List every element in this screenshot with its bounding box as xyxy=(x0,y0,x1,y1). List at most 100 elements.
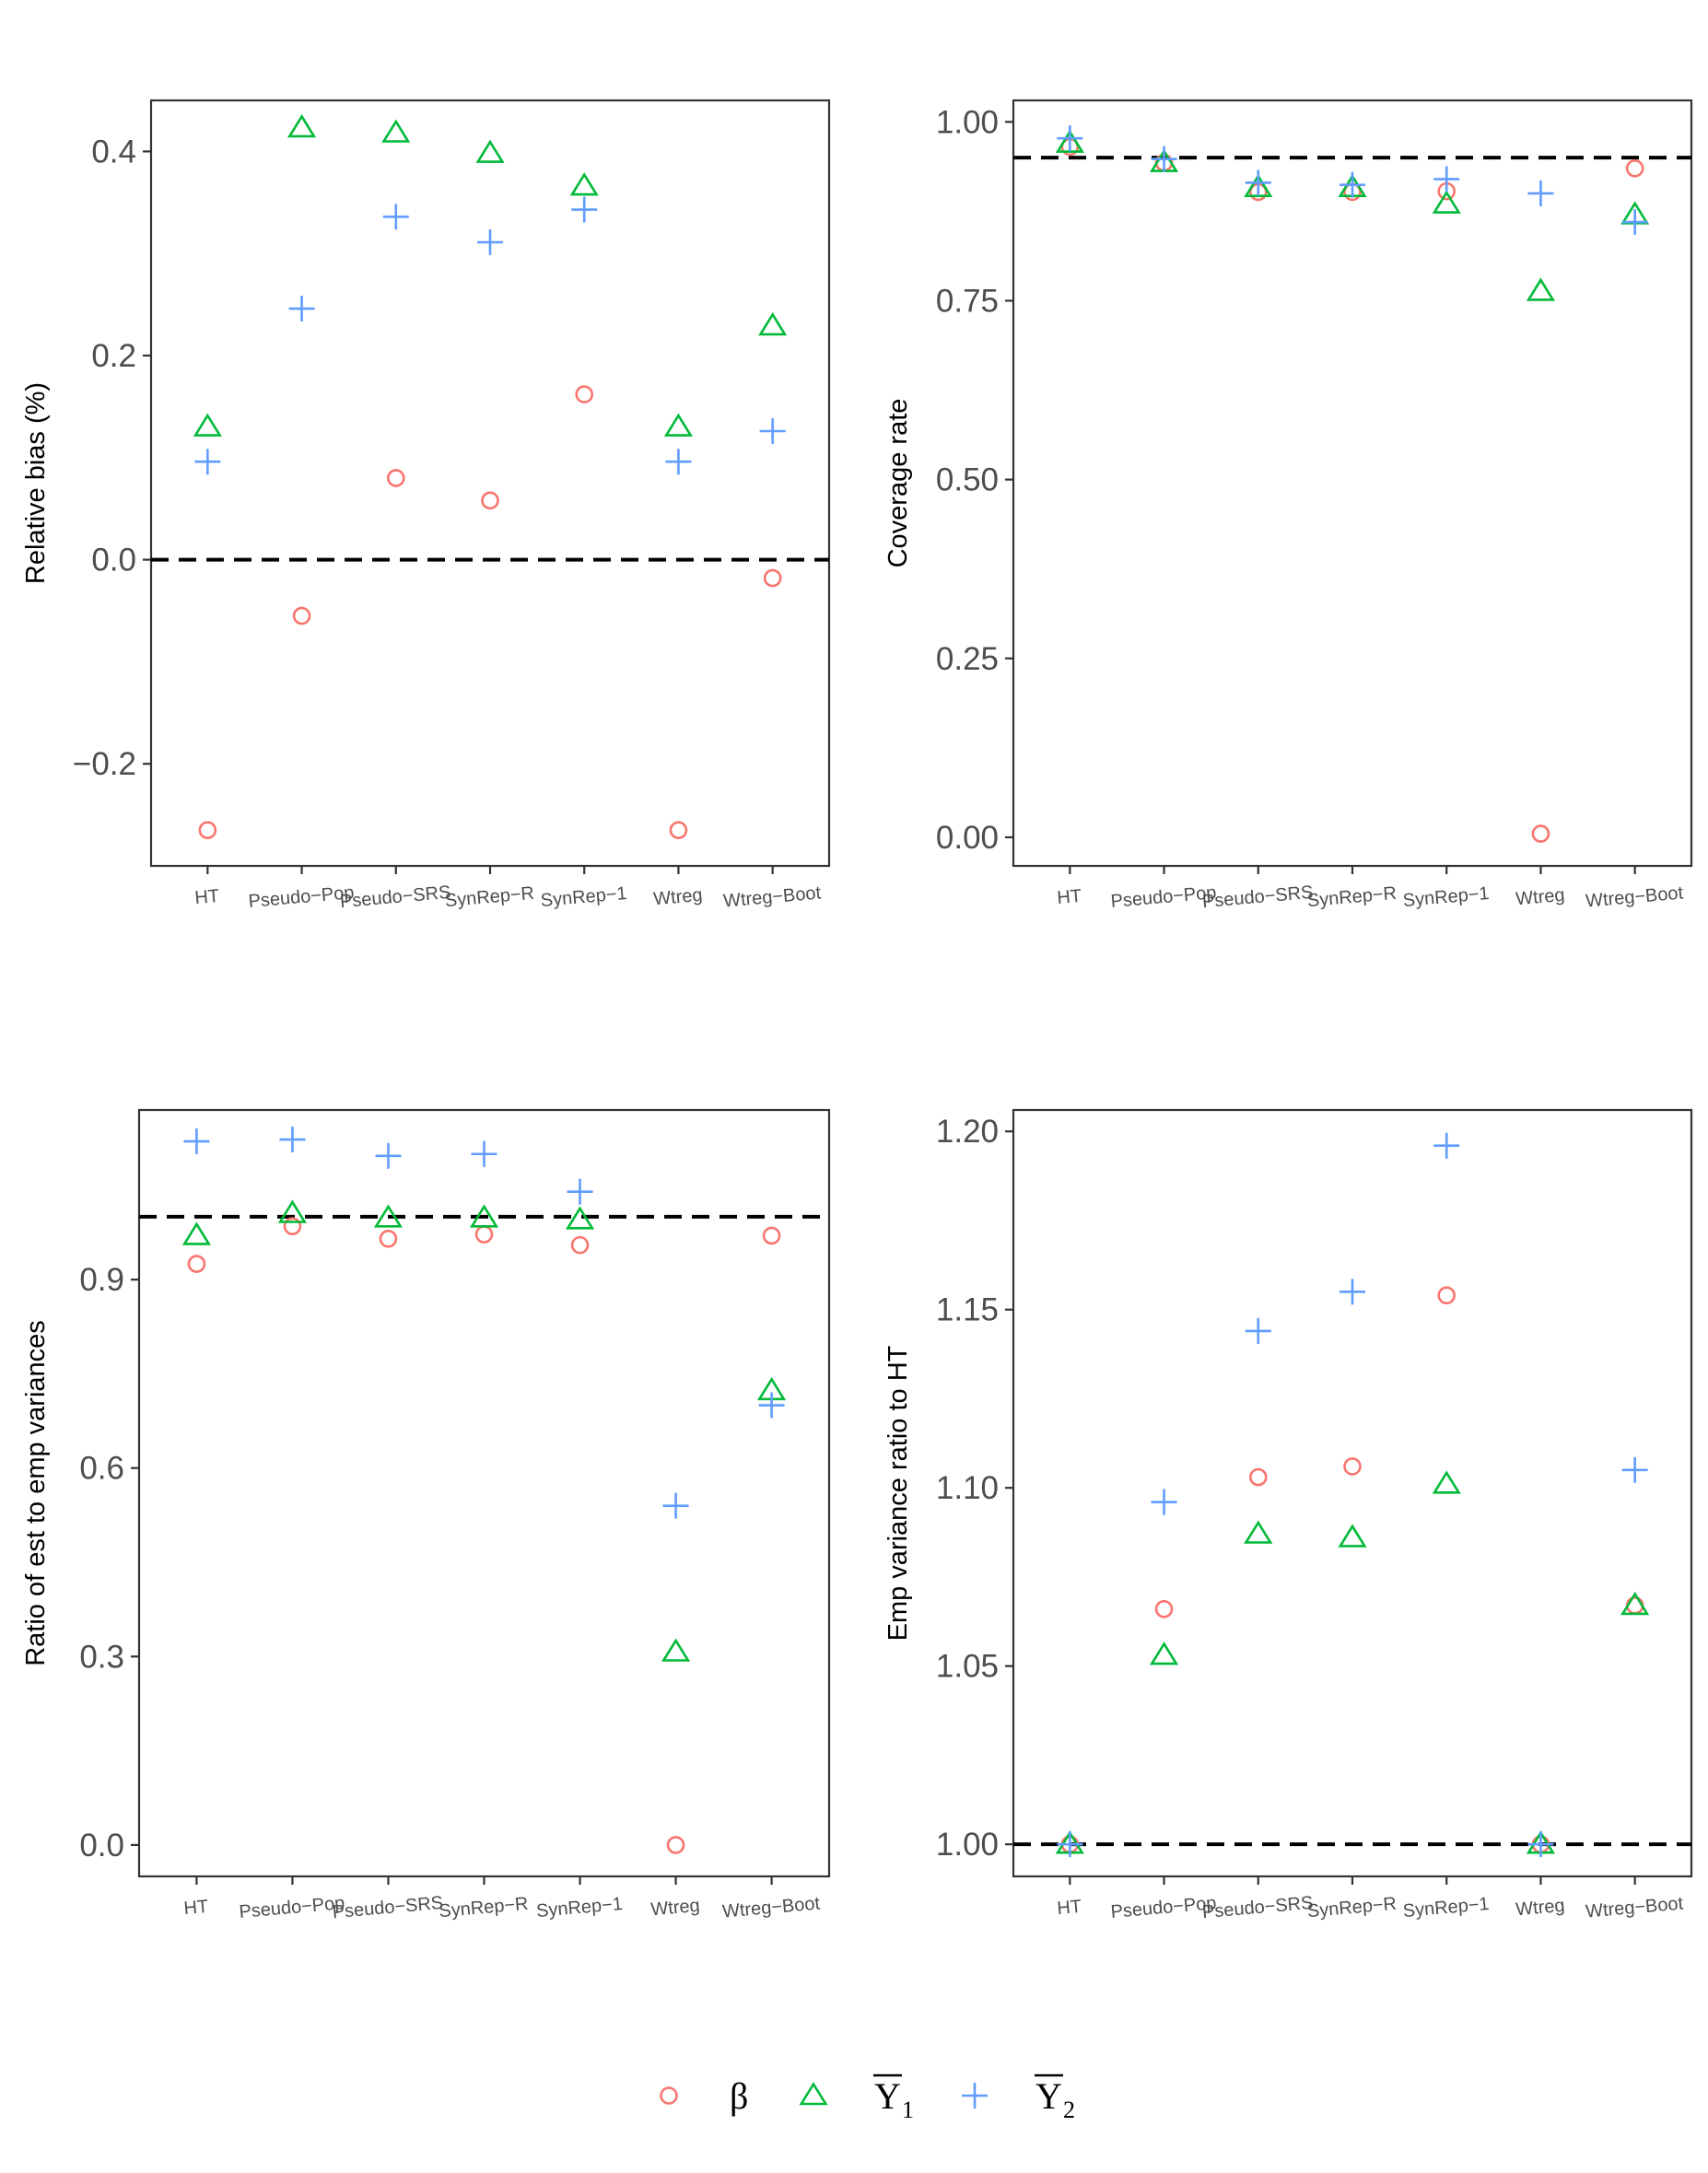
point-y2 xyxy=(1433,166,1460,193)
y-axis-title: Coverage rate xyxy=(883,399,913,568)
point-beta xyxy=(575,385,594,403)
point-y2 xyxy=(288,296,315,322)
x-tick-label: SynRep−1 xyxy=(540,883,628,911)
point-y2 xyxy=(1245,169,1271,196)
y-tick-label: 0.0 xyxy=(91,543,136,578)
legend-key-y1 xyxy=(799,2082,828,2106)
panel-border xyxy=(149,99,831,868)
panel-1: −0.20.00.20.4HT Pseudo−PopPseudo−SRSSynRe… xyxy=(21,99,831,912)
point-y2 xyxy=(1057,125,1083,152)
panel-border xyxy=(1012,1108,1693,1878)
legend-subscript: 1 xyxy=(902,2097,914,2123)
y-axis-title: Ratio of est to emp variances xyxy=(21,1320,51,1666)
point-y1 xyxy=(287,113,317,138)
x-tick-label: Pseudo−Pop xyxy=(239,1893,346,1922)
point-beta xyxy=(570,1235,590,1255)
point-y1 xyxy=(1432,1470,1461,1494)
point-beta xyxy=(1248,1467,1268,1487)
point-beta xyxy=(283,1217,302,1235)
x-tick-label: HT xyxy=(1057,886,1082,908)
point-y1 xyxy=(1338,1524,1367,1548)
point-y1 xyxy=(1620,1591,1650,1616)
point-beta xyxy=(1437,1286,1456,1305)
point-beta xyxy=(386,469,405,487)
point-y1 xyxy=(1055,129,1084,153)
legend-label: Y xyxy=(1035,2075,1062,2117)
point-y2 xyxy=(382,204,409,230)
point-y2 xyxy=(1057,1831,1083,1858)
point-y2 xyxy=(471,1140,497,1167)
x-tick-label: SynRep−R xyxy=(439,1894,530,1922)
y-axis-title: Relative bias (%) xyxy=(21,382,51,584)
point-y1 xyxy=(1149,1641,1179,1665)
point-y2 xyxy=(1527,1831,1554,1858)
point-y2 xyxy=(183,1128,210,1155)
x-tick-label: SynRep−R xyxy=(444,883,535,911)
point-y1 xyxy=(569,172,599,196)
point-y2 xyxy=(759,417,786,444)
point-y1 xyxy=(181,1221,212,1245)
point-y2 xyxy=(477,229,503,256)
point-y2 xyxy=(375,1142,402,1169)
point-y1 xyxy=(193,413,222,437)
point-y2 xyxy=(1245,1317,1271,1344)
point-y2 xyxy=(1621,209,1648,236)
y-tick-label: 0.50 xyxy=(936,462,999,498)
point-y2 xyxy=(1621,1456,1648,1483)
x-tick-label: Pseudo−SRS xyxy=(1201,1893,1314,1922)
y-tick-label: 0.75 xyxy=(936,283,999,319)
x-tick-label: Wtreg−Boot xyxy=(1585,1893,1684,1922)
point-y1 xyxy=(475,139,505,163)
point-beta xyxy=(1154,1599,1174,1618)
point-beta xyxy=(669,821,688,840)
x-tick-label: SynRep−R xyxy=(1306,883,1398,911)
y-tick-label: 0.2 xyxy=(91,338,136,374)
x-tick-label: Wtreg−Boot xyxy=(721,1893,821,1922)
point-beta xyxy=(1625,158,1644,178)
point-beta xyxy=(666,1836,685,1854)
point-y1 xyxy=(565,1206,595,1230)
y-tick-label: 1.15 xyxy=(936,1292,999,1328)
point-y1 xyxy=(1432,190,1461,214)
point-beta xyxy=(292,606,311,625)
point-y2 xyxy=(1433,1132,1460,1159)
y-tick-label: 0.3 xyxy=(79,1639,124,1675)
point-beta xyxy=(762,1226,781,1245)
point-y1 xyxy=(1526,277,1556,301)
point-y1 xyxy=(1244,1520,1273,1544)
y-axis-title: Emp variance ratio to HT xyxy=(883,1345,913,1641)
point-beta xyxy=(1625,1596,1644,1615)
x-tick-label: SynRep−1 xyxy=(1402,1894,1491,1922)
x-tick-label: Wtreg−Boot xyxy=(722,882,822,911)
y-tick-label: 0.4 xyxy=(91,134,136,169)
legend-key-y2 xyxy=(962,2083,988,2109)
point-y1 xyxy=(661,1638,691,1662)
point-y2 xyxy=(1151,146,1177,172)
panel-3: 0.00.30.60.9HT Pseudo−PopPseudo−SRSSynRep… xyxy=(21,1108,831,1922)
point-beta xyxy=(1343,1457,1362,1476)
point-y1 xyxy=(758,311,788,336)
legend-key-beta xyxy=(660,2086,678,2105)
y-tick-label: 0.0 xyxy=(79,1828,124,1863)
x-tick-label: Wtreg xyxy=(1515,885,1565,910)
y-tick-label: 0.00 xyxy=(936,820,999,856)
point-y1 xyxy=(381,119,411,143)
x-tick-label: Wtreg xyxy=(652,885,703,910)
point-y2 xyxy=(279,1127,306,1153)
point-y2 xyxy=(1151,1489,1177,1515)
point-y2 xyxy=(662,1492,689,1519)
y-tick-label: 0.6 xyxy=(79,1451,124,1487)
y-tick-label: 1.20 xyxy=(936,1114,999,1150)
point-beta xyxy=(1531,824,1550,843)
point-y1 xyxy=(277,1199,308,1223)
point-beta xyxy=(379,1230,398,1248)
point-y2 xyxy=(1527,180,1554,206)
point-beta xyxy=(481,491,499,510)
y-tick-label: 1.10 xyxy=(936,1470,999,1506)
point-y2 xyxy=(758,1392,785,1419)
